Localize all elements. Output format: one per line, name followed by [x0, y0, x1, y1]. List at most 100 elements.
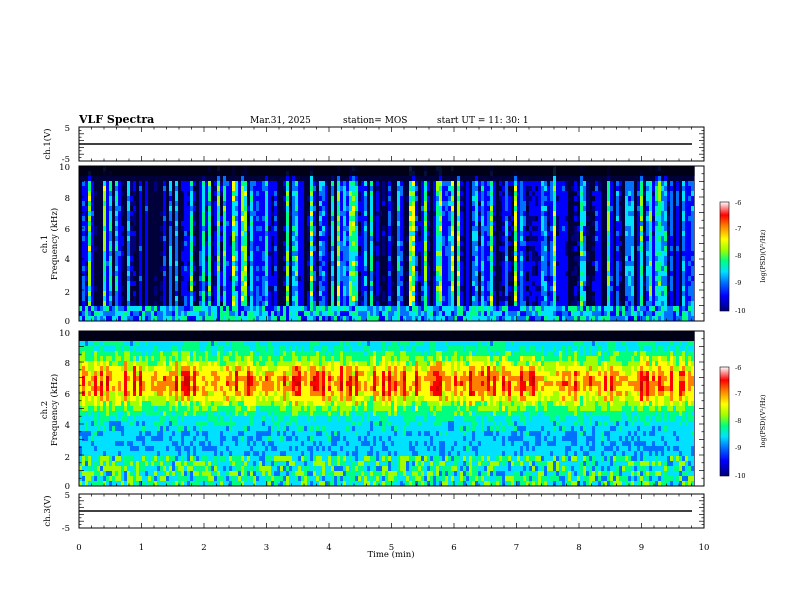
spectrogram-cell — [118, 346, 121, 351]
spectrogram-cell — [484, 311, 487, 316]
spectrogram-cell — [325, 266, 328, 271]
spectrogram-cell — [646, 181, 649, 186]
spectrogram-cell — [688, 286, 691, 291]
spectrogram-cell — [214, 236, 217, 241]
spectrogram-cell — [433, 181, 436, 186]
spectrogram-cell — [130, 366, 133, 371]
spectrogram-cell — [325, 311, 328, 316]
spectrogram-cell — [370, 201, 373, 206]
spectrogram-cell — [229, 301, 232, 306]
spectrogram-cell — [259, 246, 262, 251]
spectrogram-cell — [370, 306, 373, 311]
spectrogram-cell — [532, 216, 535, 221]
spectrogram-cell — [205, 311, 208, 316]
spectrogram-cell — [340, 196, 343, 201]
spectrogram-cell — [529, 231, 532, 236]
spectrogram-cell — [538, 226, 541, 231]
spectrogram-cell — [400, 191, 403, 196]
spectrogram-cell — [556, 191, 559, 196]
spectrogram-cell — [82, 376, 85, 381]
spectrogram-cell — [397, 291, 400, 296]
spectrogram-cell — [619, 186, 622, 191]
spectrogram-cell — [502, 306, 505, 311]
spectrogram-cell — [616, 271, 619, 276]
spectrogram-cell — [445, 181, 448, 186]
spectrogram-cell — [640, 191, 643, 196]
spectrogram-cell — [631, 311, 634, 316]
spectrogram-cell — [397, 216, 400, 221]
spectrogram-cell — [79, 306, 82, 311]
spectrogram-cell — [91, 481, 94, 486]
spectrogram-cell — [481, 316, 484, 321]
spectrogram-cell — [193, 306, 196, 311]
spectrogram-cell — [445, 206, 448, 211]
spectrogram-cell — [121, 466, 124, 471]
spectrogram-cell — [307, 306, 310, 311]
spectrogram-cell — [127, 276, 130, 281]
spectrogram-cell — [610, 236, 613, 241]
spectrogram-cell — [109, 471, 112, 476]
spectrogram-cell — [184, 211, 187, 216]
spectrogram-cell — [109, 191, 112, 196]
spectrogram-cell — [181, 286, 184, 291]
spectrogram-cell — [127, 296, 130, 301]
spectrogram-cell — [631, 226, 634, 231]
spectrogram-cell — [427, 221, 430, 226]
spectrogram-cell — [583, 276, 586, 281]
spectrogram-cell — [427, 256, 430, 261]
spectrogram-cell — [271, 191, 274, 196]
spectrogram-cell — [118, 366, 121, 371]
spectrogram-cell — [79, 371, 82, 376]
spectrogram-cell — [112, 441, 115, 446]
spectrogram-cell — [109, 246, 112, 251]
spectrogram-cell — [175, 216, 178, 221]
spectrogram-cell — [139, 206, 142, 211]
spectrogram-cell — [583, 261, 586, 266]
spectrogram-cell — [589, 311, 592, 316]
spectrogram-cell — [85, 261, 88, 266]
spectrogram-cell — [103, 356, 106, 361]
spectrogram-cell — [322, 186, 325, 191]
spectrogram-cell — [91, 271, 94, 276]
spectrogram-cell — [223, 311, 226, 316]
spectrogram-cell — [349, 316, 352, 321]
spectrogram-cell — [244, 186, 247, 191]
spectrogram-cell — [301, 246, 304, 251]
spectrogram-cell — [262, 241, 265, 246]
spectrogram-cell — [538, 266, 541, 271]
spectrogram-cell — [265, 206, 268, 211]
spectrogram-cell — [100, 441, 103, 446]
spectrogram-cell — [88, 446, 91, 451]
spectrogram-cell — [277, 316, 280, 321]
spectrogram-cell — [655, 176, 658, 181]
spectrogram-cell — [118, 351, 121, 356]
spectrogram-cell — [631, 301, 634, 306]
spectrogram-cell — [424, 241, 427, 246]
spectrogram-cell — [577, 236, 580, 241]
spectrogram-cell — [472, 246, 475, 251]
spectrogram-cell — [103, 366, 106, 371]
spectrogram-cell — [211, 211, 214, 216]
spectrogram-cell — [88, 386, 91, 391]
spectrogram-cell — [688, 311, 691, 316]
spectrogram-cell — [289, 211, 292, 216]
spectrogram-cell — [538, 241, 541, 246]
spectrogram-cell — [208, 301, 211, 306]
spectrogram-cell — [535, 286, 538, 291]
spectrogram-cell — [433, 296, 436, 301]
spectrogram-cell — [115, 421, 118, 426]
spectrogram-cell — [508, 201, 511, 206]
spectrogram-cell — [262, 196, 265, 201]
spectrogram-cell — [460, 241, 463, 246]
spectrogram-cell — [652, 241, 655, 246]
spectrogram-cell — [421, 251, 424, 256]
spectrogram-cell — [82, 431, 85, 436]
spectrogram-cell — [241, 186, 244, 191]
spectrogram-cell — [127, 281, 130, 286]
spectrogram-cell — [655, 306, 658, 311]
spectrogram-cell — [82, 436, 85, 441]
spectrogram-cell — [580, 191, 583, 196]
spectrogram-cell — [541, 316, 544, 321]
spectrogram-cell — [562, 226, 565, 231]
spectrogram-cell — [298, 261, 301, 266]
